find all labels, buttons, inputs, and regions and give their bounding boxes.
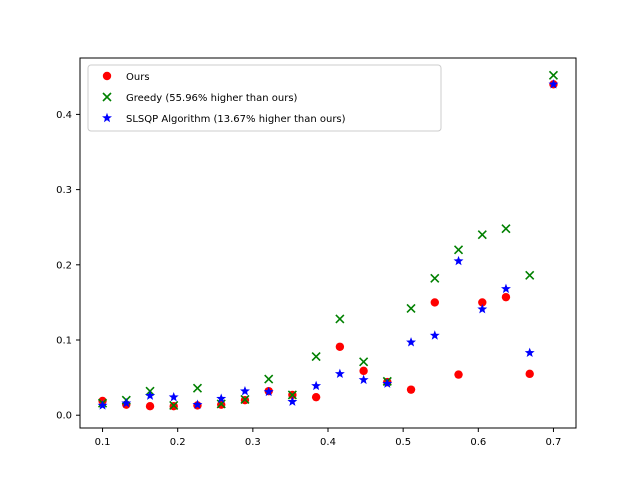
greedy-point-stroke [406,303,416,313]
greedy-point [287,390,297,400]
legend-marker-greedy [102,92,112,102]
greedy-point-stroke [169,400,179,411]
slsqp-point [429,330,440,340]
x-tick-label: 0.7 [546,437,562,448]
slsqp-point [168,391,179,402]
greedy-point [169,400,179,411]
legend-marker-slsqp [102,112,112,123]
greedy-point-stroke [525,270,535,280]
y-tick-label: 0.0 [56,411,72,422]
slsqp-point [477,303,488,314]
greedy-point [216,399,226,409]
greedy-point-stroke [264,374,274,384]
greedy-point [501,224,511,234]
slsqp-point [216,393,227,403]
slsqp-point [334,368,345,379]
greedy-point-stroke [287,390,297,400]
y-tick-label: 0.3 [56,185,72,196]
slsqp-point [145,390,155,400]
ours-point [478,298,487,307]
greedy-point [335,314,345,324]
slsqp-point [406,337,416,347]
legend-marker-ours [102,71,112,81]
greedy-point [359,357,369,367]
greedy-point-stroke [192,383,203,393]
x-axis-ticks: 0.1 0.2 0.3 0.4 0.5 0.6 0.7 [95,428,562,448]
ours-point [145,401,155,411]
greedy-point [525,270,535,280]
greedy-point-stroke [548,70,559,80]
ours-point [430,298,439,307]
greedy-point-stroke [335,314,345,324]
slsqp-point [382,378,393,388]
greedy-point-stroke [477,230,487,240]
greedy-point [430,273,440,283]
slsqp-point [121,397,132,408]
ours-point [525,369,534,379]
slsqp-point [311,380,322,391]
slsqp-point [358,374,369,385]
x-tick-label: 0.3 [245,437,261,448]
ours-point [501,292,511,302]
greedy-point [192,383,203,393]
greedy-point [311,351,321,362]
ours-point [311,392,321,402]
slsqp-point [192,399,203,409]
x-tick-label: 0.2 [170,437,186,448]
greedy-point-stroke [311,351,321,362]
greedy-point [406,303,416,313]
legend-label: Ours [126,72,150,83]
greedy-point [264,374,274,384]
greedy-point-stroke [501,224,511,234]
y-tick-label: 0.4 [56,110,72,121]
slsqp-point [263,386,274,397]
ours-point [454,370,463,379]
plot-frame [79,57,577,429]
x-tick-label: 0.6 [470,437,486,448]
x-tick-label: 0.5 [395,437,411,448]
greedy-point [240,394,250,404]
y-tick-label: 0.2 [56,260,72,271]
greedy-point-stroke [359,357,369,367]
ours-point [359,366,368,376]
slsqp-point [453,255,464,266]
ours-point [335,342,345,351]
greedy-point [453,245,464,255]
slsqp-point [501,283,511,294]
legend-marker-greedy-stroke [102,92,112,102]
greedy-point-stroke [430,273,440,283]
ours-point [406,385,416,394]
x-tick-label: 0.1 [95,437,111,448]
greedy-point-stroke [216,399,226,409]
y-axis-ticks: 0.0 0.1 0.2 0.3 0.4 [56,110,80,422]
legend-box [87,64,442,132]
legend-label: Greedy (55.96% higher than ours) [126,93,298,104]
slsqp-point [240,385,250,396]
data-markers [97,70,559,411]
slsqp-point [548,79,559,89]
greedy-point [548,70,559,80]
slsqp-point [524,347,535,357]
slsqp-point [97,400,108,410]
y-tick-label: 0.1 [56,336,72,347]
greedy-point-stroke [240,394,250,404]
legend-label: SLSQP Algorithm (13.67% higher than ours… [126,114,346,125]
greedy-point-stroke [453,245,464,255]
slsqp-point [287,396,298,406]
x-tick-label: 0.4 [320,437,336,448]
greedy-point [477,230,487,240]
legend: Ours Greedy (55.96% higher than ours) SLSQ… [87,64,442,132]
